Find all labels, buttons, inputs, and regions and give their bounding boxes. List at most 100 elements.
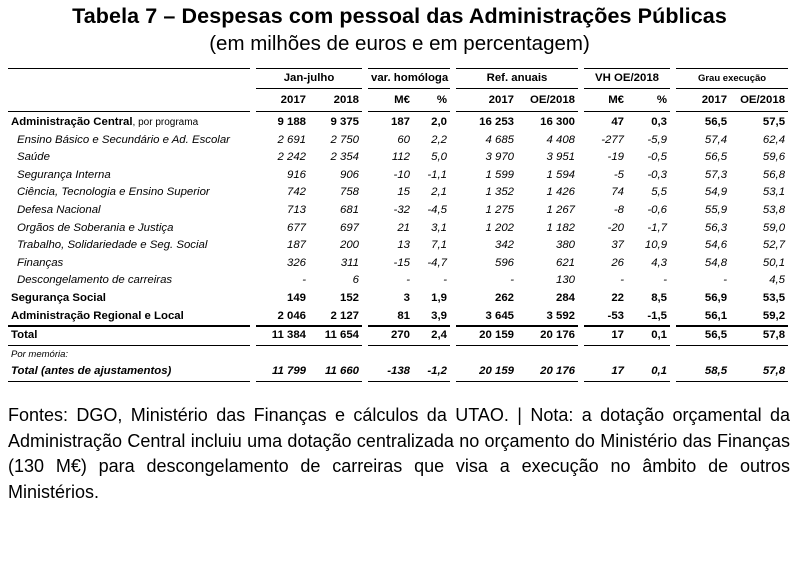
table-cell: 1 426 (546, 186, 576, 199)
row-label-text: Trabalho, Solidariedade e Seg. Social (17, 239, 208, 252)
source-notes: Fontes: DGO, Ministério das Finanças e c… (8, 405, 790, 502)
row-label-text: Ensino Básico e Secundário e Ad. Escolar (17, 133, 230, 146)
table-cell: 1,9 (431, 291, 448, 304)
total-cell: 57,8 (730, 325, 789, 346)
row-label: Segurança Social (8, 290, 253, 308)
table-cell: -32 (362, 201, 413, 220)
total-adj-cell: -1,2 (413, 363, 454, 382)
row-label: Administração Regional e Local (8, 308, 253, 327)
table-cell: - (578, 272, 628, 290)
table-cell: 54,6 (670, 237, 731, 255)
table-cell: 3 645 (450, 307, 518, 327)
table-cell: 1 275 (450, 201, 518, 220)
total-cell: 17 (578, 325, 628, 346)
table-cell: 15 (362, 184, 413, 202)
table-cell: 0,3 (651, 116, 668, 128)
table-cell: 187 (250, 237, 309, 255)
table-cell: 52,7 (762, 239, 786, 252)
table-cell: 55,9 (670, 201, 731, 220)
header-group-jan-julho: Jan-julho (250, 68, 365, 89)
row-label: Orgãos de Soberania e Justiça (8, 220, 253, 238)
table-cell: 149 (250, 289, 309, 308)
table-cell: -0,5 (647, 151, 668, 164)
table-cell: - (443, 274, 448, 287)
table-cell: -1,7 (647, 221, 668, 234)
table-cell: 284 (556, 291, 576, 304)
table-row: Segurança Social 149 152 3 1,9 262 284 22 8,5 56,… (8, 289, 788, 308)
row-label-text: Administração Central (11, 116, 133, 128)
table-cell: 6 (352, 274, 359, 287)
header-group-ref-anuais: Ref. anuais (450, 68, 582, 89)
table-cell: 2 127 (330, 309, 359, 322)
row-label: Descongelamento de carreiras (8, 272, 253, 290)
table-cell: 47 (578, 111, 628, 132)
table-cell: 713 (250, 201, 309, 220)
col-header: % (413, 88, 454, 112)
table-row: Segurança Interna 916 906 -10 -1,1 1 599 1 594… (8, 166, 788, 185)
table-cell: - (663, 274, 668, 287)
table-cell: 1 594 (546, 168, 576, 181)
table-cell: 4 408 (546, 133, 576, 146)
row-label: Saúde (8, 149, 253, 167)
table-cell: 200 (339, 239, 359, 252)
col-header: 2017 (450, 88, 518, 112)
table-cell: 59,6 (762, 151, 786, 164)
table-cell: 2 750 (330, 133, 359, 146)
row-label-text: Defesa Nacional (17, 203, 101, 216)
table-cell: 3,1 (431, 221, 448, 234)
table-row: Orgãos de Soberania e Justiça 677 697 21 3,1… (8, 219, 788, 238)
row-label: Segurança Interna (8, 167, 253, 185)
table-row: Finanças 326 311 -15 -4,7 596 621 26 4,3 54,8 50,1 (8, 254, 788, 273)
table-cell: 3 951 (546, 151, 576, 164)
table-cell: 54,9 (670, 184, 731, 202)
table-cell: -8 (578, 201, 628, 220)
table-cell: 380 (556, 239, 576, 252)
table-cell: 326 (250, 254, 309, 273)
table-cell: 21 (362, 219, 413, 238)
row-label-suffix: , por programa (132, 117, 199, 128)
table-cell: -53 (578, 307, 628, 327)
table-cell: 22 (578, 289, 628, 308)
col-header: % (627, 88, 674, 112)
table-cell: 5,5 (651, 186, 668, 199)
table-cell: 3 970 (450, 149, 518, 167)
table-cell: 57,5 (762, 116, 786, 128)
table-cell: 342 (450, 237, 518, 255)
total-row: Total 11 384 11 654 270 2,4 20 159 20 17… (8, 325, 789, 346)
table-cell: 4,5 (769, 274, 786, 287)
table-cell: 54,8 (670, 254, 731, 273)
table-cell: - (250, 272, 309, 290)
table-cell: 2 046 (250, 307, 309, 327)
total-cell: 56,5 (670, 325, 731, 346)
table-cell: - (670, 272, 731, 290)
table-title: Tabela 7 – Despesas com pessoal das Admi… (72, 4, 727, 28)
table-cell: 59,0 (762, 221, 786, 234)
table-cell: 50,1 (762, 256, 786, 269)
table-subtitle: (em milhões de euros e em percentagem) (209, 32, 590, 55)
total-adj-cell: 57,8 (730, 363, 789, 382)
row-label: Ciência, Tecnologia e Ensino Superior (8, 184, 253, 202)
total-adj-cell: 17 (578, 363, 628, 382)
table-cell: 56,5 (670, 149, 731, 167)
table-cell: 8,5 (651, 291, 668, 304)
table-cell: -277 (578, 131, 628, 150)
table-cell: 2,1 (431, 186, 448, 199)
table-cell: 57,4 (670, 131, 731, 150)
header-group-var-homologa: var. homóloga (361, 68, 454, 89)
table-cell: 262 (450, 289, 518, 308)
table-cell: 2 242 (250, 149, 309, 167)
table-cell: 2 691 (250, 131, 309, 150)
total-cell: 0,1 (627, 325, 674, 346)
total-adj-cell: 11 799 (250, 363, 309, 382)
total-adj-label: Total (antes de ajustamentos) (8, 363, 253, 382)
table-cell: -5 (578, 166, 628, 185)
header-column-row: 2017 2018 M€ % 2017 OE/2018 M€ % 2017 OE… (8, 88, 789, 112)
total-adj-cell: 20 176 (517, 363, 582, 382)
table-cell: 10,9 (644, 239, 668, 252)
expenses-table: Jan-julho var. homóloga Ref. anuais VH O… (8, 68, 789, 382)
col-header: 2017 (250, 88, 309, 112)
col-header: OE/2018 (517, 88, 582, 112)
table-cell: 57,3 (670, 166, 731, 185)
table-cell: 59,2 (762, 309, 786, 322)
table-cell: 60 (362, 131, 413, 150)
